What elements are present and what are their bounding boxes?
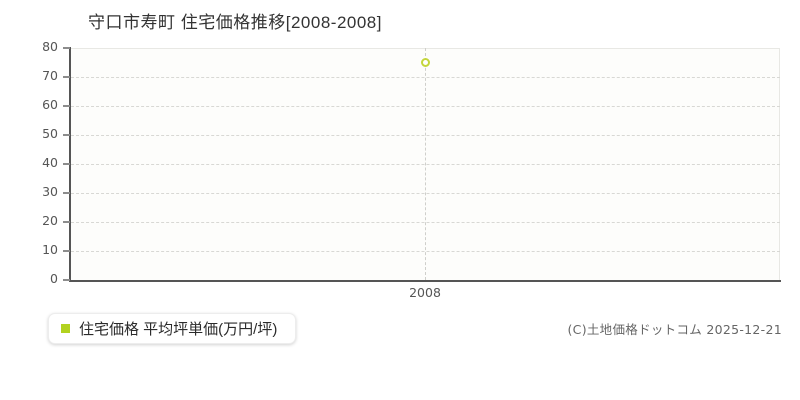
y-axis-tick-label: 40 [42, 155, 58, 170]
y-axis-tick-label: 80 [42, 39, 58, 54]
data-point-marker[interactable] [420, 58, 430, 67]
y-axis-line [69, 47, 71, 281]
y-axis-tick [63, 221, 70, 223]
copyright-notice: (C)土地価格ドットコム 2025-12-21 [567, 322, 782, 337]
y-axis-tick-label: 30 [42, 184, 58, 199]
chart-legend[interactable]: 住宅価格 平均坪単価(万円/坪) [48, 313, 297, 344]
y-axis-tick-label: 60 [42, 97, 58, 112]
y-axis-tick-label: 10 [42, 242, 58, 257]
y-axis-tick [63, 134, 70, 136]
y-axis-tick-label: 70 [42, 68, 58, 83]
y-axis-tick [63, 105, 70, 107]
x-axis-tick-label: 2008 [409, 285, 441, 300]
y-axis-tick [63, 47, 70, 49]
x-axis-line [69, 280, 781, 282]
legend-swatch-icon [61, 324, 70, 333]
y-axis-tick-label: 50 [42, 126, 58, 141]
y-axis-tick [63, 279, 70, 281]
gridline-vertical [425, 48, 426, 280]
y-axis-tick [63, 250, 70, 252]
y-axis-tick [63, 192, 70, 194]
y-axis-tick-label: 0 [50, 271, 58, 286]
legend-label: 住宅価格 平均坪単価(万円/坪) [79, 321, 278, 338]
page-title: 守口市寿町 住宅価格推移[2008-2008] [88, 13, 382, 32]
y-axis-tick [63, 163, 70, 165]
y-axis-tick-label: 20 [42, 213, 58, 228]
y-axis-tick [63, 76, 70, 78]
